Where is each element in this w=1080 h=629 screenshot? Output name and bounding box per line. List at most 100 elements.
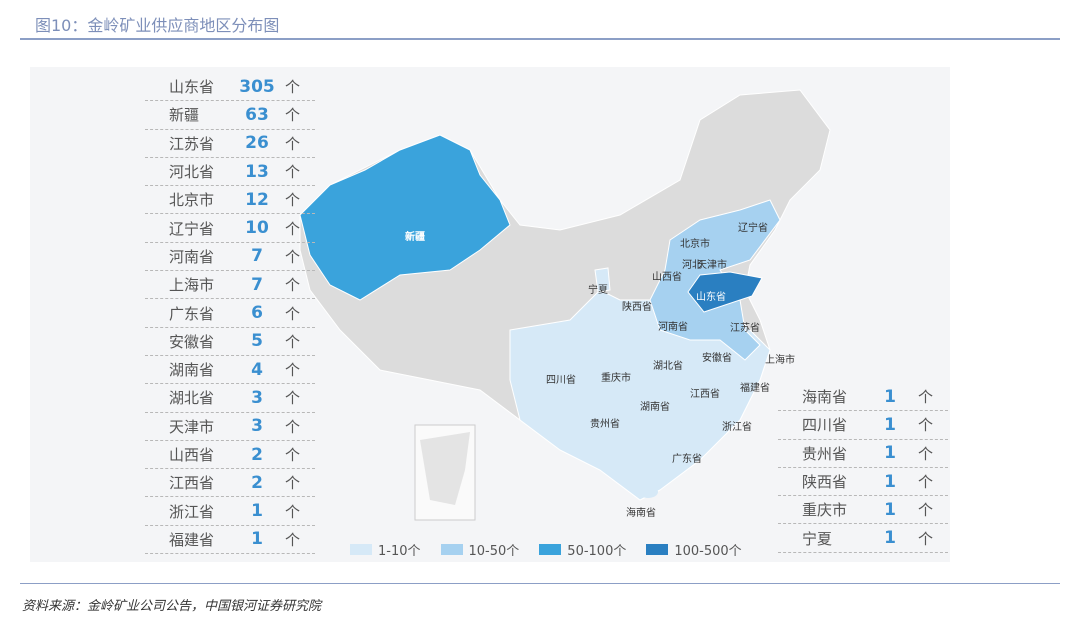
label-henan: 河南省 [658,320,688,333]
supplier-count: 3 [251,387,263,408]
label-shanxi: 山西省 [652,270,682,283]
title-divider [20,38,1060,40]
figure-title: 图10：金岭矿业供应商地区分布图 [35,16,280,35]
region-shandong[interactable] [687,271,763,313]
list-row: 宁夏 1 个 [778,524,948,553]
label-liaoning: 辽宁省 [738,221,768,234]
region-name: 新疆 [169,106,200,125]
unit-label: 个 [918,388,934,407]
legend-label: 100-500个 [674,544,742,559]
legend-item: 1-10个 [350,540,421,559]
region-name: 山东省 [169,78,215,97]
legend-label: 1-10个 [378,544,421,559]
list-row: 江西省 2 个 [145,469,315,498]
label-jiangsu: 江苏省 [730,321,760,334]
region-name: 海南省 [802,388,848,407]
unit-label: 个 [285,134,301,153]
label-tianjin: 天津市 [697,258,727,271]
list-row: 海南省 1 个 [778,383,948,412]
region-name: 天津市 [169,417,215,436]
unit-label: 个 [285,389,301,408]
supplier-count: 63 [245,104,269,125]
label-hunan: 湖南省 [640,400,670,413]
list-row: 陕西省 1 个 [778,468,948,497]
label-guangdong: 广东省 [672,452,702,465]
region-name: 福建省 [169,530,215,549]
unit-label: 个 [285,106,301,125]
legend-label: 50-100个 [567,544,627,559]
unit-label: 个 [285,78,301,97]
label-hebei: 河北 [682,259,702,271]
list-row: 湖南省 4 个 [145,356,315,385]
inset-coast [420,432,470,505]
unit-label: 个 [285,474,301,493]
supplier-count: 1 [251,529,263,550]
list-row: 重庆市 1 个 [778,496,948,525]
unit-label: 个 [285,191,301,210]
label-guizhou: 贵州省 [590,417,620,430]
list-row: 四川省 1 个 [778,411,948,440]
unit-label: 个 [918,473,934,492]
supplier-count: 1 [884,471,896,492]
list-row: 北京市 12 个 [145,186,315,215]
list-row: 安徽省 5 个 [145,328,315,356]
unit-label: 个 [918,416,934,435]
region-name: 广东省 [169,304,215,323]
supplier-count: 1 [884,528,896,549]
supplier-count: 3 [251,416,263,437]
region-name: 湖北省 [169,389,215,408]
list-row: 新疆 63 个 [145,101,315,130]
supplier-count: 10 [245,218,269,239]
list-row: 天津市 3 个 [145,413,315,441]
list-row: 福建省 1 个 [145,526,315,555]
region-light-provinces[interactable] [509,289,771,501]
unit-label: 个 [285,530,301,549]
region-name: 上海市 [169,276,215,295]
region-name: 陕西省 [802,473,848,492]
right-count-list: 海南省 1 个四川省 1 个贵州省 1 个陕西省 1 个重庆市 1 个宁夏 1 个 [778,383,948,553]
unit-label: 个 [285,417,301,436]
label-hainan: 海南省 [626,506,656,519]
region-name: 北京市 [169,191,215,210]
label-anhui: 安徽省 [702,351,732,364]
region-name: 河南省 [169,247,215,266]
unit-label: 个 [918,444,934,463]
region-hainan[interactable] [638,486,658,498]
label-ningxia: 宁夏 [588,283,608,296]
legend: 1-10个 10-50个 50-100个 100-500个 [350,540,742,559]
supplier-count: 2 [251,472,263,493]
list-row: 辽宁省 10 个 [145,214,315,243]
supplier-count: 6 [251,303,263,324]
region-xinjiang[interactable] [299,134,511,301]
unit-label: 个 [285,446,301,464]
supplier-count: 1 [884,386,896,407]
legend-label: 10-50个 [468,544,520,559]
list-row: 河南省 7 个 [145,243,315,272]
list-row: 贵州省 1 个 [778,440,948,468]
list-row: 广东省 6 个 [145,299,315,328]
unit-label: 个 [918,501,934,520]
region-ningxia[interactable] [594,267,611,293]
region-name: 安徽省 [169,332,215,351]
list-row: 江苏省 26 个 [145,130,315,158]
unit-label: 个 [285,361,301,380]
list-row: 浙江省 1 个 [145,497,315,526]
list-row: 河北省 13 个 [145,158,315,187]
label-zhejiang: 浙江省 [722,420,752,433]
list-row: 湖北省 3 个 [145,384,315,413]
region-name: 辽宁省 [169,219,215,238]
unit-label: 个 [285,276,301,295]
supplier-count: 4 [251,359,263,380]
left-count-list: 山东省 305 个新疆 63 个江苏省 26 个河北省 13 个北京市 12 个辽宁省 10 个河南省 7… [145,73,315,555]
list-row: 山东省 305 个 [145,73,315,102]
source-note: 资料来源：金岭矿业公司公告，中国银河证券研究院 [22,599,322,614]
region-name: 山西省 [169,446,215,464]
supplier-count: 305 [239,76,275,97]
supplier-count: 7 [251,274,263,295]
list-row: 上海市 7 个 [145,271,315,300]
source-divider [20,583,1060,584]
unit-label: 个 [918,529,934,548]
label-fujian: 福建省 [740,381,770,394]
region-name: 江西省 [169,474,215,493]
